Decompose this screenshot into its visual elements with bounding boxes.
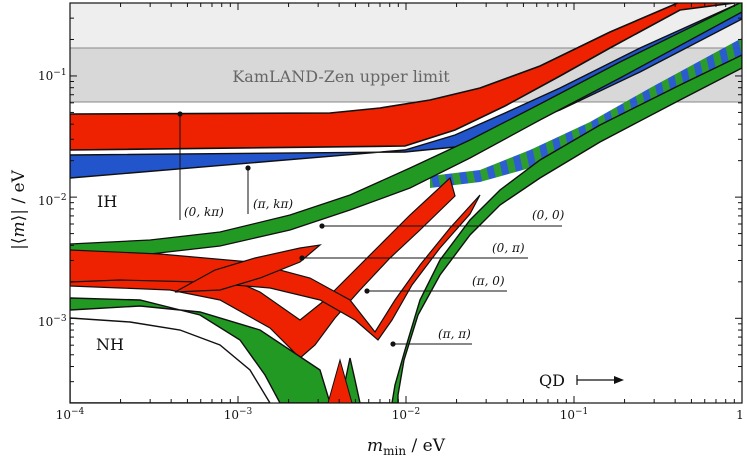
annotation-0-kpi: (0, kπ) (184, 205, 224, 219)
x-tick-label-1e-1: 10−1 (560, 407, 589, 422)
x-tick-label-1: 1 (736, 408, 744, 422)
region-label-qd: QD (539, 371, 565, 390)
annotation-markers (177, 111, 562, 347)
y-tick-label-1e-1: 10−1 (38, 68, 67, 83)
x-tick-label-1e-2: 10−2 (392, 407, 421, 422)
x-axis-label: mmin / eV (367, 436, 446, 458)
kamland-label: KamLAND-Zen upper limit (232, 67, 450, 86)
annotation-pi-pi: (π, π) (438, 327, 471, 341)
region-label-nh: NH (96, 335, 124, 354)
y-tick-label-1e-3: 10−3 (38, 314, 67, 329)
ih-band-0-kpi (70, 3, 741, 151)
y-tick-labels: 10−3 10−2 10−1 (38, 68, 67, 329)
nh-red-crossing (174, 244, 322, 293)
y-axis-label: |⟨m⟩| / eV (9, 169, 29, 249)
x-tick-label-1e-3: 10−3 (224, 407, 253, 422)
x-tick-label-1e-4-exp: −4 (71, 407, 85, 417)
region-label-ih: IH (97, 192, 117, 211)
nh-band-0-0 (70, 3, 742, 259)
x-tick-label-1e-4: 10−4 (56, 407, 85, 422)
nh-red-wedge (327, 358, 353, 403)
y-tick-label-1e-2: 10−2 (38, 193, 67, 208)
nh-band-pi-pi (70, 54, 742, 403)
x-tick-labels: 10−4 10−3 10−2 10−1 1 (56, 407, 744, 422)
annotation-0-0: (0, 0) (532, 208, 565, 222)
ih-band-pi-kpi-hatch (430, 38, 742, 188)
annotation-pi-kpi: (π, kπ) (253, 197, 293, 211)
x-axis-ticks (69, 3, 743, 403)
annotation-pi-0: (π, 0) (472, 274, 505, 288)
y-axis-ticks (70, 2, 742, 404)
nh-band-pi-pi-lower (70, 317, 271, 403)
qd-arrow (576, 375, 624, 385)
annotation-0-pi: (0, π) (492, 241, 525, 255)
